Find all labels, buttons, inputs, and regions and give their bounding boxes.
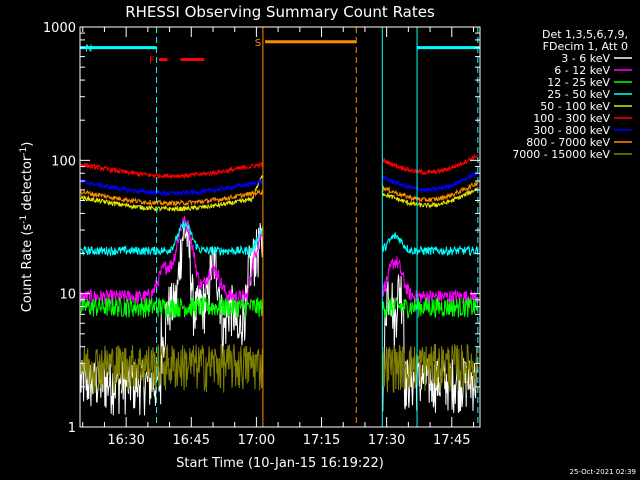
chart-title: RHESSI Observing Summary Count Rates (125, 3, 435, 21)
x-tick-label: 17:30 (368, 433, 405, 448)
series-line (79, 343, 264, 393)
flag-label: N (85, 44, 92, 55)
series-line (79, 175, 264, 213)
series-line (381, 170, 478, 194)
series-line (381, 255, 479, 306)
y-tick-label: 1 (68, 421, 76, 436)
x-tick-label: 16:30 (107, 433, 144, 448)
y-tick-label: 10 (59, 288, 76, 303)
series-line (381, 232, 479, 257)
x-axis-label: Start Time (10-Jan-15 16:19:22) (176, 456, 384, 471)
series-line (381, 297, 479, 319)
legend-header: FDecim 1, Att 0 (543, 40, 628, 53)
y-axis-label: Count Rate (s-1 detector-1) (19, 142, 35, 313)
series-line (80, 296, 264, 319)
x-tick-label: 16:45 (173, 433, 210, 448)
y-tick-label: 1000 (43, 21, 76, 36)
x-tick-label: 17:00 (238, 433, 275, 448)
plot-content: N F S (79, 27, 480, 427)
x-tick-label: 17:45 (433, 433, 470, 448)
legend-entry: 25 - 50 keV (547, 88, 610, 101)
flag-label: F (149, 56, 155, 67)
footer-timestamp: 25-Oct-2021 02:39 (570, 468, 636, 476)
legend-entry: 100 - 300 keV (533, 112, 610, 125)
axes: 1 10 100 1000 16:30 16:45 17:00 17:15 17:30 17:45 (43, 21, 480, 448)
series-line (381, 181, 479, 203)
y-tick-label: 100 (51, 154, 76, 169)
series-line (79, 161, 264, 180)
series-line (79, 188, 264, 207)
series-line (381, 343, 479, 393)
series-line (381, 187, 479, 210)
legend-entry: 300 - 800 keV (533, 124, 610, 137)
series-line (381, 153, 479, 176)
legend-entry: 12 - 25 keV (547, 76, 610, 89)
series-line (80, 221, 264, 257)
legend: Det 1,3,5,6,7,9,FDecim 1, Att 03 - 6 keV… (512, 28, 632, 161)
legend-entry: 800 - 7000 keV (526, 136, 610, 149)
plot-frame (79, 26, 481, 428)
series-line (79, 215, 264, 305)
flag-label: S (255, 38, 261, 49)
x-tick-label: 17:15 (303, 433, 340, 448)
series-line (79, 220, 264, 416)
legend-entry: 50 - 100 keV (540, 100, 610, 113)
legend-header: Det 1,3,5,6,7,9, (542, 28, 628, 41)
series-line (79, 178, 264, 197)
legend-entry: 7000 - 15000 keV (512, 148, 610, 161)
legend-entry: 3 - 6 keV (561, 52, 610, 65)
legend-entry: 6 - 12 keV (554, 64, 610, 77)
